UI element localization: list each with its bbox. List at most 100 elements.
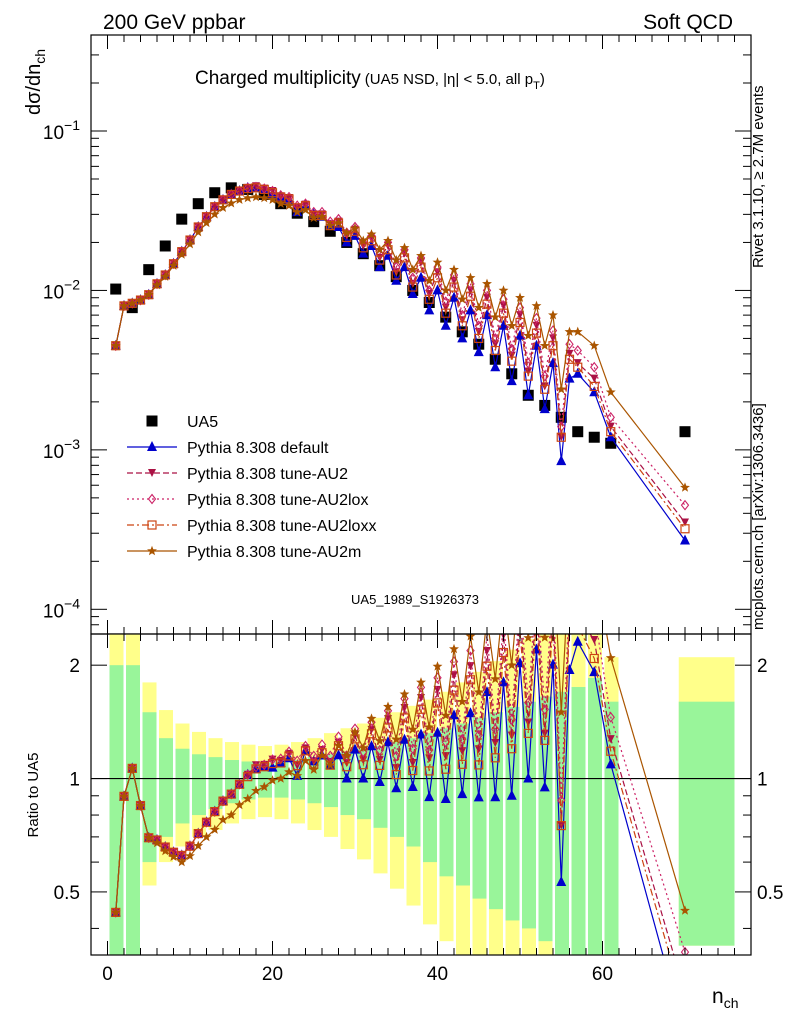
series-5-point (267, 194, 278, 205)
legend-marker (146, 415, 158, 427)
y-tick-label: 10−1 (43, 117, 80, 144)
series-4-point (424, 294, 434, 304)
series-4-ratio-point (358, 760, 368, 770)
series-5-point (341, 227, 352, 237)
series-3-ratio-point (606, 711, 615, 723)
series-3-ratio-point (251, 761, 261, 773)
chart-title: Charged multiplicity (UA5 NSD, |η| < 5.0,… (195, 68, 545, 92)
series-4-ratio-point (606, 746, 616, 756)
top-data (110, 181, 691, 545)
series-2-ratio-point (433, 685, 442, 694)
header-left: 200 GeV ppbar (103, 11, 245, 34)
series-4-ratio-point (243, 772, 253, 782)
series-0-point (324, 225, 336, 237)
series-1-ratio-point (506, 789, 517, 800)
series-0-point (605, 437, 617, 449)
series-3-point (565, 338, 574, 350)
top-ylabel-main: dσ/dn (23, 64, 45, 115)
series-1-ratio-point (539, 781, 550, 792)
series-2-point (466, 286, 475, 295)
y-tick-label: 10−3 (43, 436, 80, 463)
top-ylabel: dσ/dnch (23, 49, 48, 115)
series-0-point (225, 182, 237, 194)
series-4-ratio-point (408, 765, 418, 776)
series-1-ratio-point (572, 635, 583, 646)
series-3-ratio-point (375, 744, 384, 756)
series-5-ratio-point (284, 766, 294, 777)
series-0-point (456, 326, 468, 338)
series-1-point (473, 346, 484, 357)
series-0-point (209, 187, 221, 199)
series-2-point (532, 321, 541, 330)
series-4-point (515, 317, 525, 328)
series-5-ratio-point (242, 793, 253, 803)
x-tick-label: 0 (102, 964, 113, 985)
series-5-ratio-point (185, 850, 195, 861)
ratio-y-tick-label-right: 1 (757, 770, 768, 791)
series-5-point (473, 302, 484, 312)
band-green (538, 696, 553, 942)
series-0-point (555, 411, 567, 423)
series-5-point (556, 384, 567, 394)
series-3-ratio-point (441, 736, 450, 748)
series-5-point (482, 278, 492, 289)
series-1-ratio-point (523, 772, 534, 783)
series-3-ratio-point (557, 794, 566, 806)
series-5-point (424, 275, 435, 285)
series-1-ratio-point (407, 780, 418, 791)
series-1-point (432, 284, 443, 295)
series-5-ratio-point (523, 634, 534, 643)
series-5-ratio-point (143, 832, 154, 842)
series-4-point (589, 381, 599, 392)
series-5-point (143, 289, 154, 299)
series-1-point (490, 361, 501, 372)
ratio-y-tick-label: 2 (69, 656, 80, 677)
series-5-point (391, 254, 402, 265)
series-5-ratio-point (201, 831, 212, 842)
series-3-point (507, 343, 516, 355)
series-2-point (483, 293, 491, 302)
series-5-point (490, 311, 501, 322)
series-0-point (679, 426, 691, 438)
series-4-ratio-point (391, 769, 401, 780)
series-3-ratio-point (524, 697, 533, 709)
series-3-ratio-point (260, 759, 269, 771)
series-4-ratio-point (284, 751, 294, 761)
band-green (678, 701, 735, 946)
series-1-ratio-point (366, 740, 377, 751)
legend-marker (147, 520, 157, 530)
series-0-point (143, 264, 155, 276)
series-5-point (259, 192, 270, 203)
title-sub-end: ) (540, 71, 545, 88)
series-5-point (498, 285, 509, 295)
series-5-point (589, 340, 600, 350)
series-3-ratio-point (408, 743, 417, 755)
series-4-ratio-point (432, 698, 443, 708)
series-5-ratio-point (308, 764, 319, 774)
series-1-ratio-point (350, 743, 360, 754)
y-tick-exp: −4 (64, 595, 80, 611)
series-5-ratio-point (374, 735, 385, 746)
series-4-ratio-point (416, 704, 426, 714)
series-1-point (424, 304, 435, 315)
x-tick-label: 60 (592, 964, 613, 985)
series-4-ratio-point (234, 779, 245, 789)
series-2-point (499, 301, 508, 310)
series-5-point (176, 249, 187, 259)
series-5-ratio-point (226, 809, 237, 820)
y-tick-exp: −1 (64, 117, 80, 133)
series-5-point (548, 309, 558, 320)
series-4-point (490, 345, 500, 356)
series-5-ratio-point (358, 742, 369, 753)
y-tick-base: 10 (43, 123, 64, 144)
series-1-ratio-point (457, 788, 468, 799)
series-4-point (680, 524, 690, 534)
series-4-ratio-point (185, 841, 195, 851)
series-5-ratio-point (506, 659, 517, 670)
series-5-point (432, 257, 443, 267)
series-5-point (201, 217, 212, 228)
title-sub: (UA5 NSD, |η| < 5.0, all p (365, 71, 533, 88)
series-4-ratio-point (465, 675, 476, 685)
series-5-ratio-point (300, 755, 311, 765)
series-0-point (176, 213, 188, 225)
